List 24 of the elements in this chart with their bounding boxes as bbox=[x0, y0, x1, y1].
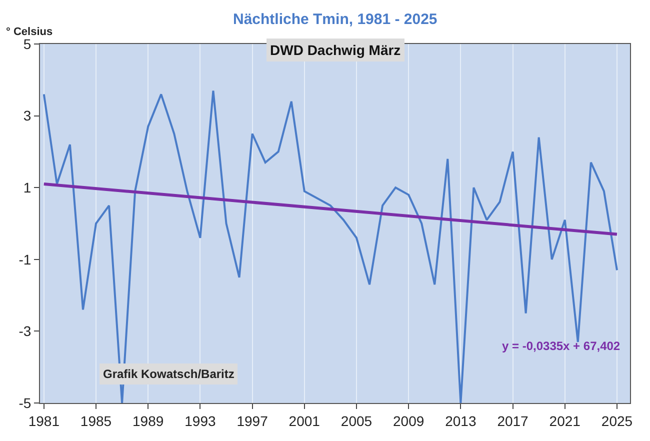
annotation: y = -0,0335x + 67,402 bbox=[502, 339, 620, 353]
y-tick-label: 1 bbox=[23, 180, 32, 196]
x-tick-label: 2017 bbox=[497, 412, 529, 429]
x-tick-label: 1997 bbox=[236, 412, 268, 429]
chart-title: Nächtliche Tmin, 1981 - 2025 bbox=[233, 11, 438, 28]
y-tick-label: 5 bbox=[23, 36, 32, 52]
y-tick-label: -3 bbox=[18, 323, 32, 340]
y-axis-title: ° Celsius bbox=[6, 26, 53, 38]
x-tick-label: 1993 bbox=[184, 412, 216, 429]
x-tick-label: 1989 bbox=[132, 412, 164, 429]
x-tick-label: 1981 bbox=[28, 412, 60, 429]
x-tick-label: 1985 bbox=[80, 412, 112, 429]
annotation: Grafik Kowatsch/Baritz bbox=[103, 367, 234, 381]
chart-subtitle: DWD Dachwig März bbox=[270, 42, 401, 58]
x-tick-label: 2013 bbox=[445, 412, 476, 429]
y-tick-label: -1 bbox=[18, 251, 32, 268]
y-tick-label: 3 bbox=[23, 108, 32, 124]
line-series bbox=[42, 90, 618, 403]
y-tick-label: -5 bbox=[18, 394, 32, 411]
x-tick-label: 2005 bbox=[340, 412, 372, 429]
x-tick-label: 2001 bbox=[288, 412, 320, 429]
x-tick-label: 2009 bbox=[393, 412, 424, 429]
x-tick-label: 2021 bbox=[549, 412, 581, 429]
x-tick-label: 2025 bbox=[601, 412, 633, 429]
